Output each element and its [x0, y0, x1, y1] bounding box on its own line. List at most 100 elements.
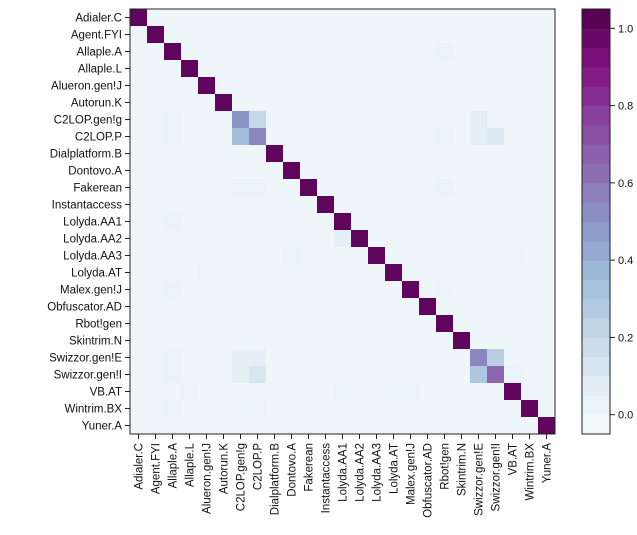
heatmap-cell: [283, 128, 301, 146]
heatmap-cell: [181, 332, 199, 350]
heatmap-cell: [334, 26, 352, 44]
heatmap-cell: [249, 383, 267, 401]
colorbar-segment: [582, 221, 610, 242]
heatmap-cell: [249, 26, 267, 44]
heatmap-cell: [181, 26, 199, 44]
heatmap-cell: [181, 298, 199, 316]
heatmap-cell: [147, 145, 165, 163]
heatmap-cell: [215, 26, 233, 44]
heatmap-cell: [334, 349, 352, 367]
y-tick-label: Dontovo.A: [68, 166, 122, 178]
heatmap-cell: [385, 145, 403, 163]
heatmap-cell: [198, 281, 216, 299]
heatmap-cell: [470, 247, 488, 265]
heatmap-cell: [419, 162, 437, 180]
heatmap-cell: [368, 264, 386, 282]
x-tick-label: Malex.gen!J: [406, 443, 418, 505]
heatmap-cell: [504, 349, 522, 367]
heatmap-cell: [232, 9, 250, 27]
heatmap-cell: [538, 111, 556, 129]
y-tick-label: Skintrim.N: [69, 336, 122, 348]
x-tick-label: C2LOP.P: [253, 443, 265, 490]
heatmap-cell: [130, 400, 148, 418]
heatmap-cell: [198, 196, 216, 214]
heatmap-cell: [181, 315, 199, 333]
heatmap-cell: [521, 383, 539, 401]
x-tick-label: Lolyda.AA1: [338, 443, 350, 502]
heatmap-cell: [283, 332, 301, 350]
heatmap-cell: [232, 230, 250, 248]
heatmap-cell: [351, 77, 369, 95]
heatmap-cell: [538, 400, 556, 418]
heatmap-cell: [334, 417, 352, 435]
heatmap-cell: [249, 332, 267, 350]
heatmap-cell: [385, 128, 403, 146]
heatmap-cell: [487, 9, 505, 27]
heatmap-cell: [436, 264, 454, 282]
heatmap-cell: [470, 230, 488, 248]
heatmap-cell: [215, 230, 233, 248]
x-tick-label: Wintrim.BX: [525, 443, 537, 501]
heatmap-cell: [198, 162, 216, 180]
heatmap-cell: [504, 179, 522, 197]
heatmap-cell: [419, 128, 437, 146]
heatmap-cell: [147, 196, 165, 214]
colorbar-segment: [582, 279, 610, 300]
heatmap-cell: [470, 111, 488, 129]
y-tick-label: Lolyda.AA2: [63, 234, 122, 246]
heatmap-cell: [232, 383, 250, 401]
heatmap-cell: [215, 332, 233, 350]
heatmap-cell: [283, 145, 301, 163]
heatmap-cell: [266, 94, 284, 112]
heatmap-cell: [147, 400, 165, 418]
heatmap-cell: [181, 179, 199, 197]
heatmap-cell: [147, 417, 165, 435]
heatmap-cell: [283, 417, 301, 435]
heatmap-cells: [130, 9, 556, 435]
heatmap-cell: [130, 213, 148, 231]
heatmap-cell: [487, 94, 505, 112]
heatmap-cell: [470, 264, 488, 282]
heatmap-cell: [164, 264, 182, 282]
heatmap-cell: [215, 179, 233, 197]
heatmap-cell: [147, 128, 165, 146]
heatmap-cell: [317, 264, 335, 282]
colorbar-segment: [582, 260, 610, 280]
heatmap-cell: [232, 247, 250, 265]
heatmap-cell: [266, 264, 284, 282]
colorbar-frame: [581, 8, 611, 435]
heatmap-cell: [368, 383, 386, 401]
heatmap-cell: [351, 417, 369, 435]
heatmap-cell: [283, 60, 301, 78]
heatmap-cell: [436, 213, 454, 231]
heatmap-cell: [147, 332, 165, 350]
colorbar-tick-label: 0.6: [618, 178, 633, 190]
heatmap-cell: [232, 77, 250, 95]
heatmap-cell: [436, 247, 454, 265]
heatmap-cell: [419, 264, 437, 282]
colorbar-segment: [582, 395, 610, 416]
heatmap-cell: [300, 77, 318, 95]
heatmap-cell: [130, 230, 148, 248]
heatmap-cell: [215, 417, 233, 435]
heatmap-cell: [232, 111, 250, 129]
heatmap-cell: [334, 111, 352, 129]
heatmap-cell: [283, 230, 301, 248]
heatmap-cell: [453, 179, 471, 197]
heatmap-cell: [334, 94, 352, 112]
heatmap-cell: [453, 281, 471, 299]
heatmap-cell: [351, 145, 369, 163]
heatmap-cell: [130, 332, 148, 350]
heatmap-cell: [317, 383, 335, 401]
heatmap-cell: [147, 281, 165, 299]
heatmap-cell: [521, 281, 539, 299]
heatmap-cell: [453, 400, 471, 418]
heatmap-cell: [317, 196, 335, 214]
heatmap-cell: [436, 77, 454, 95]
heatmap-cell: [402, 43, 420, 61]
heatmap-cell: [198, 315, 216, 333]
heatmap-cell: [164, 94, 182, 112]
heatmap-cell: [436, 128, 454, 146]
heatmap-cell: [249, 281, 267, 299]
heatmap-cell: [164, 128, 182, 146]
